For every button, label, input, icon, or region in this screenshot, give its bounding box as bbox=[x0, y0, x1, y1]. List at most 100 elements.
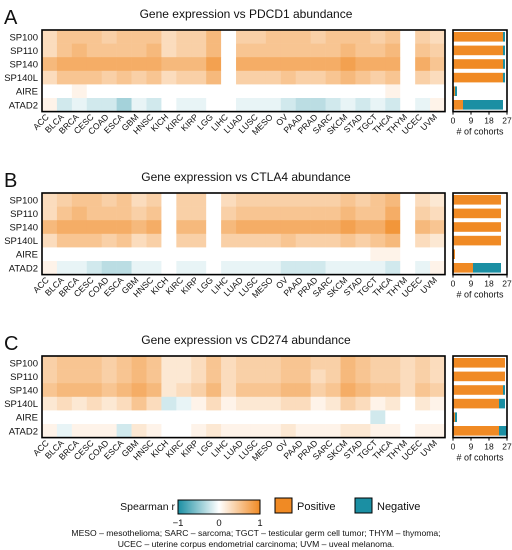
heatmap-cell bbox=[116, 424, 132, 438]
heatmap-cell bbox=[206, 30, 222, 44]
heatmap-cell bbox=[340, 369, 356, 384]
bar-positive bbox=[453, 426, 499, 436]
heatmap-cell bbox=[265, 233, 282, 248]
panel-letter: B bbox=[4, 170, 17, 192]
heatmap-cell bbox=[295, 206, 311, 221]
heatmap-cell bbox=[42, 410, 58, 425]
heatmap-cell bbox=[370, 220, 386, 235]
heatmap-cell bbox=[206, 70, 222, 85]
heatmap-cell bbox=[280, 233, 297, 248]
heatmap-cell bbox=[101, 424, 117, 438]
heatmap-cell bbox=[415, 233, 431, 248]
heatmap-cell bbox=[355, 247, 371, 262]
heatmap-cell bbox=[131, 30, 147, 44]
heatmap-cell bbox=[71, 206, 88, 221]
gene-label: SP110 bbox=[10, 372, 38, 383]
heatmap-cell bbox=[385, 356, 401, 370]
heatmap-cell bbox=[86, 410, 103, 425]
heatmap-cell bbox=[250, 396, 267, 411]
bar-tick-label: 18 bbox=[484, 279, 494, 289]
heatmap-cell bbox=[221, 70, 237, 85]
bar-negative bbox=[473, 263, 501, 273]
heatmap-cell bbox=[415, 30, 431, 44]
heatmap-cell bbox=[86, 233, 103, 248]
heatmap-cell bbox=[370, 247, 386, 262]
heatmap-cell bbox=[430, 383, 446, 398]
heatmap-cell bbox=[370, 70, 386, 85]
heatmap-cell bbox=[86, 57, 103, 72]
heatmap-cell bbox=[430, 247, 446, 262]
heatmap-cell bbox=[86, 383, 103, 398]
heatmap-cell bbox=[176, 220, 192, 235]
heatmap-cell bbox=[340, 70, 356, 85]
bar-positive bbox=[453, 412, 455, 422]
heatmap-cell bbox=[310, 424, 326, 438]
heatmap-cell bbox=[191, 383, 207, 398]
heatmap-cell bbox=[42, 261, 58, 275]
bar-positive bbox=[453, 72, 503, 83]
heatmap-cell bbox=[250, 84, 267, 99]
heatmap-cell bbox=[236, 43, 252, 58]
heatmap-cell bbox=[131, 261, 147, 275]
heatmap-cell bbox=[355, 70, 371, 85]
bar-positive bbox=[453, 59, 503, 69]
heatmap-cell bbox=[265, 206, 282, 221]
heatmap-cell bbox=[146, 369, 162, 384]
bar-tick-label: 9 bbox=[469, 279, 474, 289]
heatmap-cell bbox=[86, 98, 103, 112]
heatmap-cell bbox=[280, 356, 297, 370]
heatmap-cell bbox=[295, 70, 311, 85]
footnote-line-2: UCEC – uterine corpus endometrial carcin… bbox=[118, 539, 395, 549]
heatmap-cell bbox=[206, 206, 222, 221]
heatmap-cell bbox=[415, 247, 431, 262]
heatmap-cell bbox=[430, 206, 446, 221]
panels: A Gene expression vs PDCD1 abundance SP100… bbox=[4, 7, 512, 463]
heatmap-cell bbox=[355, 206, 371, 221]
bar-negative bbox=[499, 398, 505, 409]
heatmap-cell bbox=[71, 70, 88, 85]
gene-label: SP110 bbox=[10, 209, 38, 220]
heatmap-cell bbox=[56, 57, 73, 72]
heatmap-cell bbox=[415, 424, 431, 438]
heatmap-cell bbox=[355, 383, 371, 398]
heatmap-cell bbox=[250, 70, 267, 85]
heatmap-cell bbox=[295, 220, 311, 235]
heatmap-cell bbox=[101, 396, 117, 411]
heatmap-cell bbox=[250, 57, 267, 72]
heatmap-cell bbox=[191, 57, 207, 72]
heatmap-cell bbox=[430, 369, 446, 384]
gene-label: SP140 bbox=[9, 60, 38, 71]
heatmap-cell bbox=[310, 410, 326, 425]
heatmap-cell bbox=[206, 247, 222, 262]
heatmap-cell bbox=[42, 396, 58, 411]
bar-negative bbox=[503, 72, 505, 83]
heatmap-cell bbox=[161, 57, 177, 72]
cohort-label: UVM bbox=[418, 438, 439, 459]
heatmap-cell bbox=[146, 247, 162, 262]
heatmap-cell bbox=[295, 261, 311, 275]
heatmap-cell bbox=[146, 84, 162, 99]
heatmap-cell bbox=[176, 30, 192, 44]
heatmap-cell bbox=[116, 247, 132, 262]
cohort-label: UVM bbox=[418, 275, 439, 296]
heatmap-cell bbox=[236, 57, 252, 72]
heatmap-cell bbox=[206, 369, 222, 384]
heatmap-cell bbox=[325, 30, 341, 44]
gene-label: ATAD2 bbox=[9, 426, 38, 437]
heatmap-cell bbox=[42, 43, 58, 58]
heatmap-cell bbox=[176, 193, 192, 207]
heatmap-cell bbox=[42, 220, 58, 235]
heatmap-cell bbox=[161, 84, 177, 99]
heatmap-cell bbox=[86, 424, 103, 438]
heatmap-cell bbox=[325, 233, 341, 248]
colorbar-tick-min: −1 bbox=[173, 518, 184, 529]
heatmap-cell bbox=[116, 220, 132, 235]
heatmap-cell bbox=[340, 261, 356, 275]
heatmap-cell bbox=[415, 84, 431, 99]
heatmap-cell bbox=[250, 247, 267, 262]
heatmap-cell bbox=[385, 396, 401, 411]
heatmap-cell bbox=[161, 43, 177, 58]
heatmap-cell bbox=[280, 98, 297, 112]
heatmap-cell bbox=[430, 30, 446, 44]
heatmap-cell bbox=[206, 261, 222, 275]
